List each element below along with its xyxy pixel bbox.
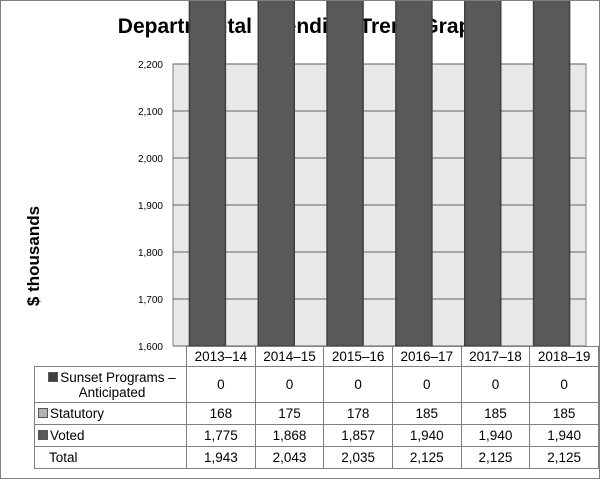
data-label: 0 (186, 366, 256, 403)
y-tick-label: 1,700 (138, 295, 163, 306)
bar-voted (395, 1, 433, 347)
category-label: 2017–18 (460, 346, 531, 367)
category-label: 2015–16 (323, 346, 393, 367)
total-label: 2,125 (529, 446, 599, 469)
total-label: 2,125 (391, 446, 462, 469)
data-label: 0 (254, 366, 325, 403)
data-label: 0 (323, 366, 393, 403)
total-label: 2,035 (323, 446, 393, 469)
data-label: 1,940 (529, 424, 599, 447)
total-label: 2,043 (254, 446, 325, 469)
data-label: 1,940 (391, 424, 462, 447)
series-name: Statutory (50, 406, 105, 421)
corner-cell (35, 347, 187, 367)
data-label: 185 (391, 402, 462, 425)
row-label-total: Total (33, 446, 188, 469)
y-tick-label: 1,900 (138, 201, 163, 212)
category-label: 2014–15 (254, 346, 325, 367)
data-label: 1,868 (254, 424, 325, 447)
data-label: 0 (391, 366, 462, 403)
data-label: 185 (529, 402, 599, 425)
series-name: Voted (50, 428, 85, 443)
data-label: 1,940 (460, 424, 531, 447)
y-tick-label: 2,100 (138, 107, 163, 118)
data-label: 0 (460, 366, 531, 403)
data-label: 185 (460, 402, 531, 425)
data-table: 2013–14 2014–15 2015–16 2016–17 2017–18 2018–… (33, 346, 599, 469)
row-label-statutory: Statutory (33, 402, 188, 425)
bar-voted (464, 1, 502, 347)
legend-swatch-statutory (38, 408, 48, 418)
y-tick-label: 1,600 (138, 342, 163, 353)
legend-swatch-sunset (48, 371, 59, 382)
data-label: 0 (529, 366, 599, 403)
y-tick-label: 2,200 (138, 60, 163, 71)
legend-swatch-voted (38, 430, 48, 440)
bar-voted (188, 1, 227, 347)
y-tick-label: 1,800 (138, 248, 163, 259)
data-label: 168 (186, 402, 256, 425)
category-label: 2013–14 (186, 346, 256, 367)
series-name: Sunset Programs – Anticipated (60, 369, 176, 400)
y-tick-label: 2,000 (138, 154, 163, 165)
row-label-sunset: Sunset Programs – Anticipated (33, 366, 188, 403)
data-label: 1,857 (323, 424, 393, 447)
data-label: 175 (254, 402, 325, 425)
bar-voted (326, 1, 364, 347)
total-label: 2,125 (460, 446, 531, 469)
bar-voted (257, 1, 295, 347)
category-label: 2018–19 (529, 346, 599, 367)
total-label: 1,943 (186, 446, 256, 469)
bar-voted (532, 1, 571, 347)
row-label-voted: Voted (33, 424, 188, 447)
data-label: 178 (323, 402, 393, 425)
data-label: 1,775 (186, 424, 256, 447)
category-label: 2016–17 (391, 346, 462, 367)
